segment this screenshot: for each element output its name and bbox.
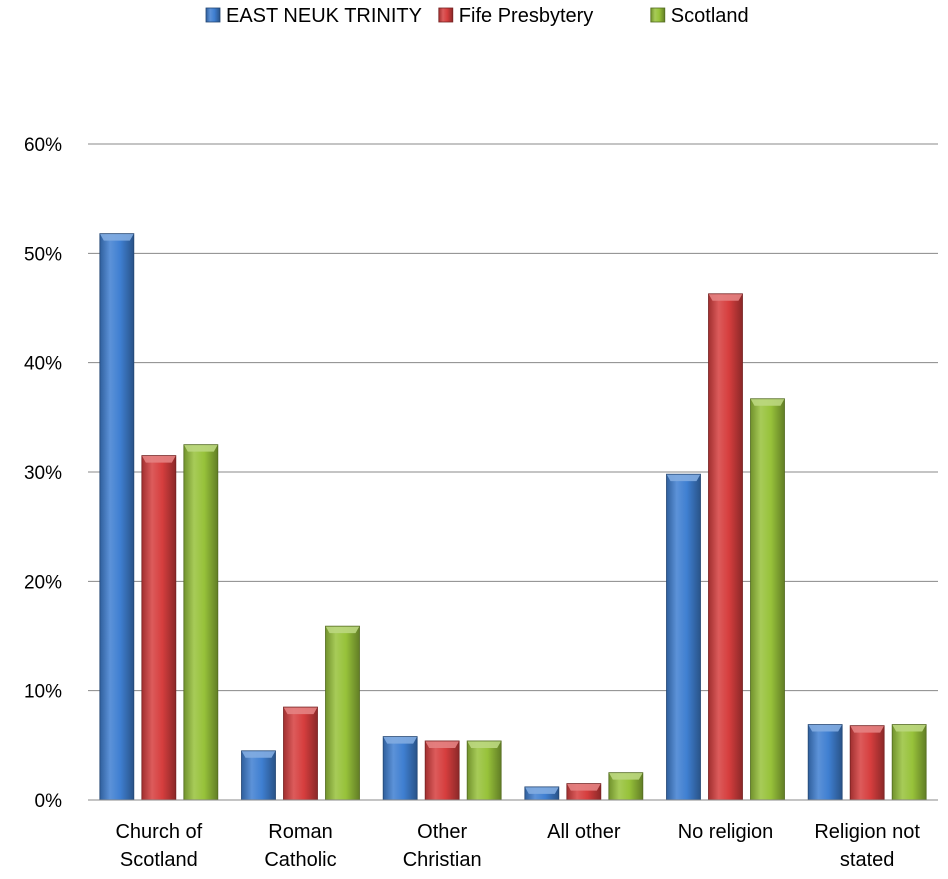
legend-label: Scotland (671, 5, 749, 27)
bar (666, 473, 701, 801)
bar (524, 786, 560, 801)
y-tick-label: 10% (24, 682, 62, 703)
legend-entry: EAST NEUK TRINITY (205, 5, 422, 27)
legend-entry: Scotland (650, 5, 749, 27)
bar (708, 293, 743, 801)
bar (283, 706, 318, 801)
x-axis: Church of Scotland Roman Catholic Other Chris… (88, 799, 938, 871)
bar (566, 783, 602, 801)
bar (807, 724, 843, 801)
bar (849, 725, 885, 801)
legend-label: Fife Presbytery (459, 5, 593, 27)
legend-swatch (438, 7, 454, 23)
legend-swatch (650, 7, 666, 23)
bar (466, 740, 502, 801)
x-category-label: No religion (678, 821, 774, 843)
legend-entry: Fife Presbytery (438, 5, 593, 27)
bar (608, 772, 644, 801)
bar (325, 625, 360, 801)
bar (241, 750, 276, 801)
y-tick-label: 60% (24, 135, 62, 156)
legend-swatch (205, 7, 221, 23)
bar (891, 724, 927, 801)
y-axis: 0% 10% 20% 30% 40% 50% 60% (24, 135, 62, 812)
legend: EAST NEUK TRINITY Fife Presbytery Scotland (205, 5, 749, 27)
x-category-label: Church of Scotland (115, 821, 202, 871)
y-tick-label: 0% (35, 791, 63, 812)
bar (382, 736, 418, 801)
gridlines (88, 143, 938, 801)
legend-label: EAST NEUK TRINITY (226, 5, 422, 27)
bar (750, 398, 785, 801)
bar (141, 455, 177, 801)
y-tick-label: 20% (24, 572, 62, 593)
bar (183, 444, 219, 801)
y-tick-label: 30% (24, 463, 62, 484)
y-tick-label: 40% (24, 354, 62, 375)
y-tick-label: 50% (24, 244, 62, 265)
x-category-label: Other Christian (403, 821, 482, 871)
bars (99, 233, 927, 801)
x-category-label: Religion not stated (814, 821, 920, 871)
bar (424, 740, 460, 801)
bar (99, 233, 135, 801)
x-category-label: All other (547, 821, 621, 843)
x-category-label: Roman Catholic (264, 821, 336, 871)
